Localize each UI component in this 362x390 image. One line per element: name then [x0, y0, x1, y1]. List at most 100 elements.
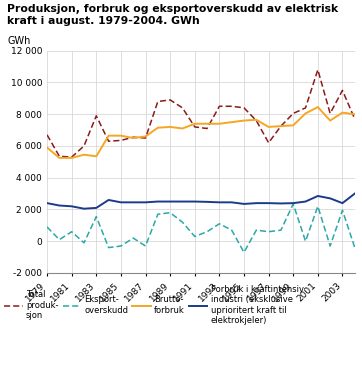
Total
produk-
sjon	[168, 98, 172, 102]
Brutto-
forbruk	[266, 124, 271, 129]
Forbruk i kraftintensiv
industri (eksklusive
uprioritert kraft til
elektrokjeler)	[242, 202, 246, 206]
Brutto-
forbruk	[328, 118, 332, 123]
Forbruk i kraftintensiv
industri (eksklusive
uprioritert kraft til
elektrokjeler)	[180, 199, 185, 204]
Eksport-
overskudd	[45, 225, 49, 229]
Forbruk i kraftintensiv
industri (eksklusive
uprioritert kraft til
elektrokjeler)	[57, 203, 62, 208]
Forbruk i kraftintensiv
industri (eksklusive
uprioritert kraft til
elektrokjeler)	[291, 201, 295, 206]
Forbruk i kraftintensiv
industri (eksklusive
uprioritert kraft til
elektrokjeler)	[266, 201, 271, 206]
Total
produk-
sjon	[303, 106, 308, 110]
Eksport-
overskudd	[205, 229, 209, 234]
Total
produk-
sjon	[143, 136, 148, 140]
Forbruk i kraftintensiv
industri (eksklusive
uprioritert kraft til
elektrokjeler)	[217, 200, 222, 205]
Line: Brutto-
forbruk: Brutto- forbruk	[47, 107, 355, 158]
Eksport-
overskudd	[217, 222, 222, 226]
Total
produk-
sjon	[70, 155, 74, 160]
Total
produk-
sjon	[328, 111, 332, 116]
Eksport-
overskudd	[143, 244, 148, 248]
Total
produk-
sjon	[94, 113, 98, 118]
Total
produk-
sjon	[156, 99, 160, 104]
Brutto-
forbruk	[291, 123, 295, 128]
Forbruk i kraftintensiv
industri (eksklusive
uprioritert kraft til
elektrokjeler)	[230, 200, 234, 205]
Eksport-
overskudd	[242, 250, 246, 255]
Brutto-
forbruk	[279, 124, 283, 128]
Eksport-
overskudd	[106, 245, 111, 250]
Forbruk i kraftintensiv
industri (eksklusive
uprioritert kraft til
elektrokjeler)	[45, 201, 49, 206]
Eksport-
overskudd	[180, 220, 185, 225]
Eksport-
overskudd	[353, 245, 357, 250]
Forbruk i kraftintensiv
industri (eksklusive
uprioritert kraft til
elektrokjeler)	[119, 200, 123, 205]
Brutto-
forbruk	[156, 125, 160, 130]
Forbruk i kraftintensiv
industri (eksklusive
uprioritert kraft til
elektrokjeler)	[328, 196, 332, 201]
Brutto-
forbruk	[254, 117, 258, 122]
Total
produk-
sjon	[254, 118, 258, 123]
Eksport-
overskudd	[70, 229, 74, 234]
Brutto-
forbruk	[57, 156, 62, 160]
Line: Total
produk-
sjon: Total produk- sjon	[47, 70, 355, 157]
Line: Forbruk i kraftintensiv
industri (eksklusive
uprioritert kraft til
elektrokjeler): Forbruk i kraftintensiv industri (eksklu…	[47, 193, 355, 209]
Brutto-
forbruk	[340, 110, 345, 115]
Total
produk-
sjon	[340, 88, 345, 93]
Eksport-
overskudd	[254, 228, 258, 232]
Eksport-
overskudd	[230, 228, 234, 232]
Forbruk i kraftintensiv
industri (eksklusive
uprioritert kraft til
elektrokjeler)	[156, 199, 160, 204]
Forbruk i kraftintensiv
industri (eksklusive
uprioritert kraft til
elektrokjeler)	[303, 199, 308, 204]
Brutto-
forbruk	[193, 121, 197, 126]
Brutto-
forbruk	[242, 118, 246, 123]
Total
produk-
sjon	[82, 144, 86, 148]
Total
produk-
sjon	[242, 106, 246, 110]
Forbruk i kraftintensiv
industri (eksklusive
uprioritert kraft til
elektrokjeler)	[168, 199, 172, 204]
Eksport-
overskudd	[328, 244, 332, 248]
Eksport-
overskudd	[279, 228, 283, 232]
Forbruk i kraftintensiv
industri (eksklusive
uprioritert kraft til
elektrokjeler)	[340, 201, 345, 206]
Total
produk-
sjon	[45, 133, 49, 137]
Brutto-
forbruk	[131, 136, 135, 140]
Brutto-
forbruk	[119, 133, 123, 138]
Eksport-
overskudd	[291, 202, 295, 206]
Brutto-
forbruk	[168, 124, 172, 129]
Eksport-
overskudd	[119, 244, 123, 248]
Total
produk-
sjon	[230, 104, 234, 108]
Brutto-
forbruk	[205, 121, 209, 126]
Forbruk i kraftintensiv
industri (eksklusive
uprioritert kraft til
elektrokjeler)	[254, 201, 258, 206]
Brutto-
forbruk	[94, 154, 98, 159]
Forbruk i kraftintensiv
industri (eksklusive
uprioritert kraft til
elektrokjeler)	[316, 194, 320, 199]
Brutto-
forbruk	[230, 120, 234, 124]
Brutto-
forbruk	[303, 111, 308, 116]
Forbruk i kraftintensiv
industri (eksklusive
uprioritert kraft til
elektrokjeler)	[131, 200, 135, 205]
Forbruk i kraftintensiv
industri (eksklusive
uprioritert kraft til
elektrokjeler)	[353, 191, 357, 196]
Legend: Total
produk-
sjon, Eksport-
overskudd, Brutto-
forbruk, Forbruk i kraftintensiv: Total produk- sjon, Eksport- overskudd, …	[4, 285, 304, 325]
Total
produk-
sjon	[353, 117, 357, 121]
Eksport-
overskudd	[340, 208, 345, 213]
Eksport-
overskudd	[131, 236, 135, 240]
Total
produk-
sjon	[119, 138, 123, 143]
Brutto-
forbruk	[353, 112, 357, 117]
Total
produk-
sjon	[291, 111, 295, 116]
Total
produk-
sjon	[316, 67, 320, 72]
Text: Produksjon, forbruk og eksportoverskudd av elektrisk
kraft i august. 1979-2004. : Produksjon, forbruk og eksportoverskudd …	[7, 4, 338, 26]
Brutto-
forbruk	[143, 134, 148, 139]
Forbruk i kraftintensiv
industri (eksklusive
uprioritert kraft til
elektrokjeler)	[193, 199, 197, 204]
Forbruk i kraftintensiv
industri (eksklusive
uprioritert kraft til
elektrokjeler)	[82, 206, 86, 211]
Eksport-
overskudd	[82, 241, 86, 245]
Text: GWh: GWh	[7, 36, 30, 46]
Brutto-
forbruk	[82, 152, 86, 157]
Eksport-
overskudd	[156, 212, 160, 216]
Eksport-
overskudd	[94, 214, 98, 219]
Eksport-
overskudd	[57, 237, 62, 242]
Eksport-
overskudd	[316, 204, 320, 209]
Forbruk i kraftintensiv
industri (eksklusive
uprioritert kraft til
elektrokjeler)	[143, 200, 148, 205]
Line: Eksport-
overskudd: Eksport- overskudd	[47, 204, 355, 252]
Eksport-
overskudd	[168, 210, 172, 215]
Total
produk-
sjon	[131, 135, 135, 140]
Total
produk-
sjon	[180, 106, 185, 110]
Brutto-
forbruk	[316, 105, 320, 110]
Forbruk i kraftintensiv
industri (eksklusive
uprioritert kraft til
elektrokjeler)	[70, 204, 74, 209]
Eksport-
overskudd	[303, 239, 308, 244]
Total
produk-
sjon	[217, 104, 222, 108]
Total
produk-
sjon	[193, 124, 197, 129]
Forbruk i kraftintensiv
industri (eksklusive
uprioritert kraft til
elektrokjeler)	[205, 200, 209, 204]
Brutto-
forbruk	[70, 156, 74, 160]
Total
produk-
sjon	[266, 140, 271, 145]
Forbruk i kraftintensiv
industri (eksklusive
uprioritert kraft til
elektrokjeler)	[279, 201, 283, 206]
Total
produk-
sjon	[279, 124, 283, 128]
